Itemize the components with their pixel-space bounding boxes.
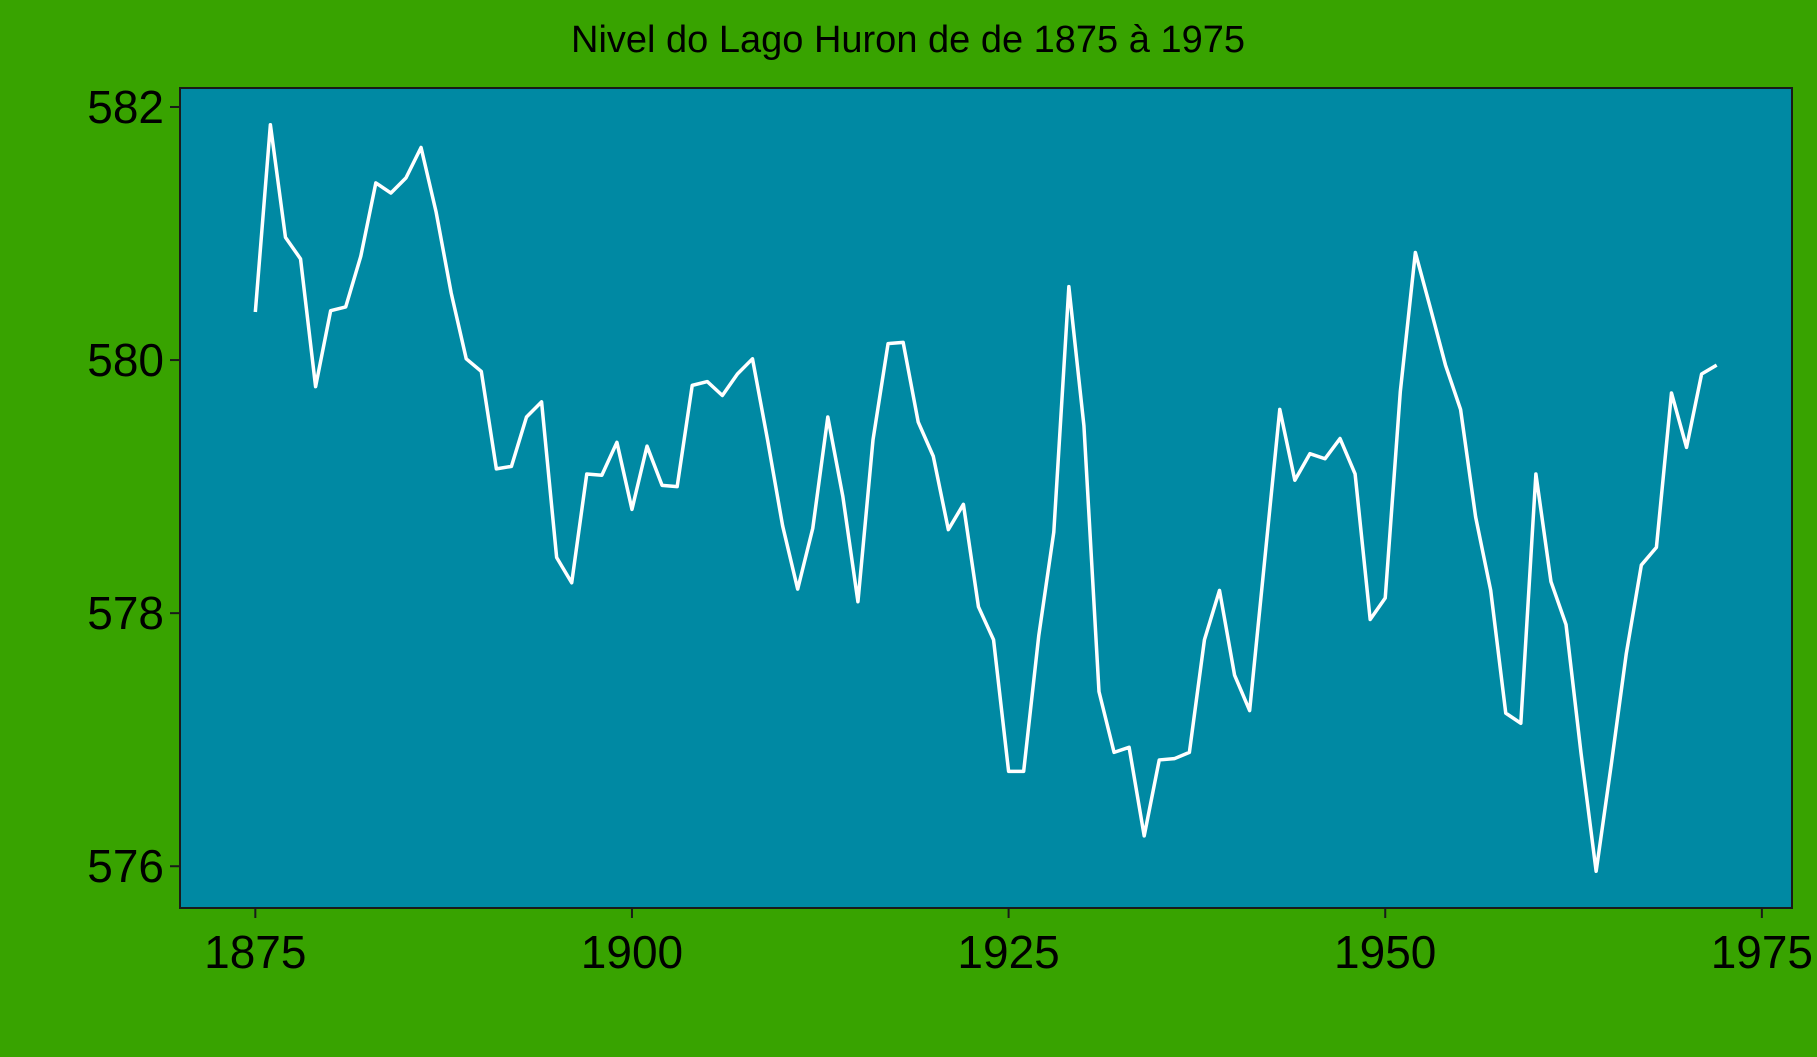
x-axis: 1875 1900 1925 1950 1975 [204,908,1813,978]
x-tick-label: 1925 [957,926,1059,978]
y-tick-label: 582 [87,81,164,133]
plot-panel [179,87,1793,909]
y-tick-label: 580 [87,334,164,386]
series-line [253,122,1718,874]
x-tick-label: 1950 [1334,926,1436,978]
x-tick-label: 1900 [581,926,683,978]
chart-title: Nivel do Lago Huron de de 1875 à 1975 [571,19,1245,61]
y-tick-label: 576 [87,840,164,892]
y-tick-label: 578 [87,587,164,639]
x-tick-label: 1875 [204,926,306,978]
x-tick-label: 1975 [1711,926,1813,978]
y-axis: 576 578 580 582 [87,81,180,892]
